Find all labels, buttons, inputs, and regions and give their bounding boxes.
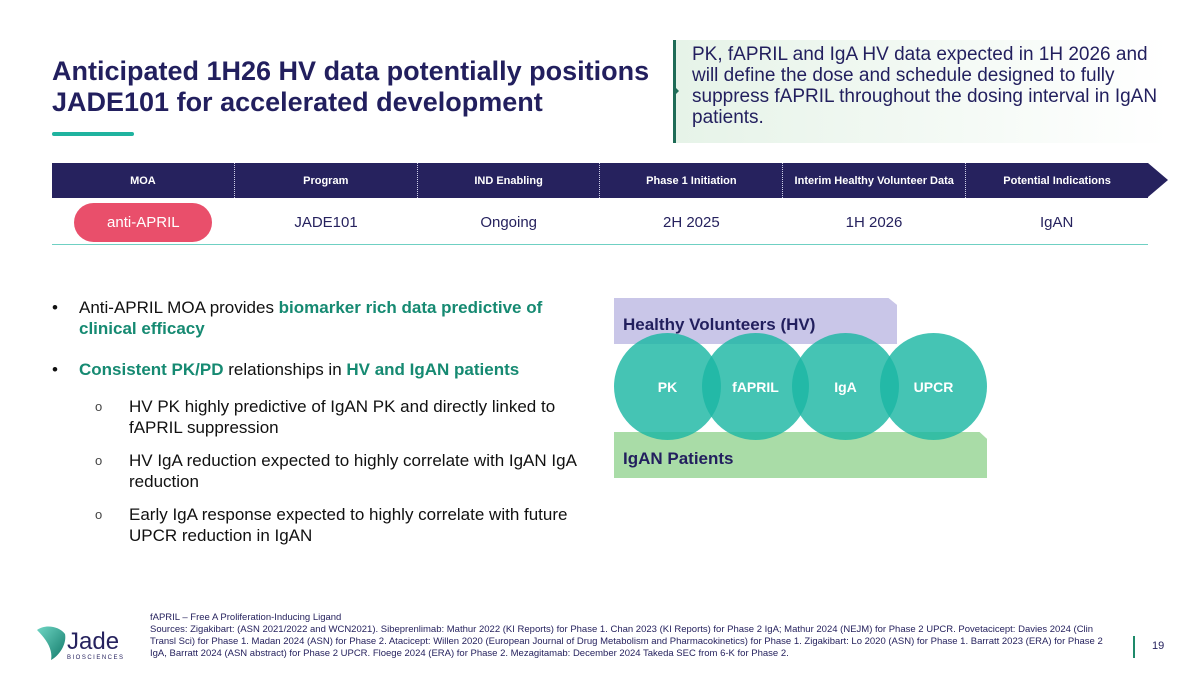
circle-fapril: fAPRIL (702, 333, 809, 440)
sub-bullet-item: o HV PK highly predictive of IgAN PK and … (95, 397, 556, 437)
page-divider (1133, 636, 1135, 658)
svg-text:BIOSCIENCES: BIOSCIENCES (67, 655, 125, 661)
cell-program: JADE101 (294, 213, 358, 231)
sub-bullet-text: HV PK highly predictive of IgAN PK and d… (129, 397, 556, 437)
header-moa: MOA (130, 174, 156, 187)
jade-leaf-icon: Jade BIOSCIENCES (37, 626, 125, 661)
page-number: 19 (1152, 640, 1165, 652)
svg-text:Jade: Jade (67, 628, 119, 655)
sub-bullet-item: o HV IgA reduction expected to highly cor… (95, 451, 576, 491)
header-interim: Interim Healthy Volunteer Data (782, 163, 965, 198)
cell-indications: IgAN (1040, 213, 1074, 231)
sub-bullet-text: HV IgA reduction expected to highly corr… (129, 451, 576, 491)
cell-interim: 1H 2026 (845, 213, 903, 231)
page-title: Anticipated 1H26 HV data potentially pos… (52, 56, 650, 117)
callout-pointer (673, 85, 679, 97)
pipeline-header: MOA Program IND Enabling Phase 1 Initiat… (52, 163, 1148, 198)
circle-upcr: UPCR (880, 333, 987, 440)
bullet-highlight: HV and IgAN patients (346, 360, 520, 379)
sub-bullet-text: Early IgA response expected to highly co… (129, 505, 568, 545)
moa-badge: anti-APRIL (74, 202, 213, 242)
callout-box: PK, fAPRIL and IgA HV data expected in 1… (673, 40, 1168, 143)
bullet-text: relationships in (223, 360, 347, 379)
header-program: Program (233, 163, 417, 198)
header-ind: IND Enabling (416, 163, 600, 198)
igan-band: IgAN Patients (614, 432, 987, 478)
pipeline-row: anti-APRIL JADE101 Ongoing 2H 2025 1H 20… (52, 200, 1148, 245)
bullet-highlight: biomarker rich data predictive of clinic… (79, 298, 543, 338)
title-underline (52, 132, 134, 136)
header-indications: Potential Indications (965, 163, 1148, 198)
footnotes: fAPRIL – Free A Proliferation-Inducing L… (150, 612, 1120, 660)
jade-logo: Jade BIOSCIENCES (35, 622, 135, 662)
cell-phase1: 2H 2025 (662, 213, 720, 231)
header-arrow (1148, 163, 1168, 197)
sources-note: Sources: Zigakibart: (ASN 2021/2022 and … (150, 624, 1103, 659)
definition-note: fAPRIL – Free A Proliferation-Inducing L… (150, 612, 342, 623)
bullet-item: Anti-APRIL MOA provides biomarker rich d… (52, 297, 592, 339)
header-phase1: Phase 1 Initiation (599, 163, 782, 198)
bullet-highlight: Consistent PK/PD (79, 360, 224, 379)
cell-ind: Ongoing (480, 213, 538, 231)
sub-bullet-item: o Early IgA response expected to highly c… (95, 505, 568, 545)
bullet-item: Consistent PK/PD relationships in HV and… (52, 359, 592, 380)
bullet-text: Anti-APRIL MOA provides (79, 298, 279, 317)
bullet-list: Anti-APRIL MOA provides biomarker rich d… (52, 297, 592, 558)
